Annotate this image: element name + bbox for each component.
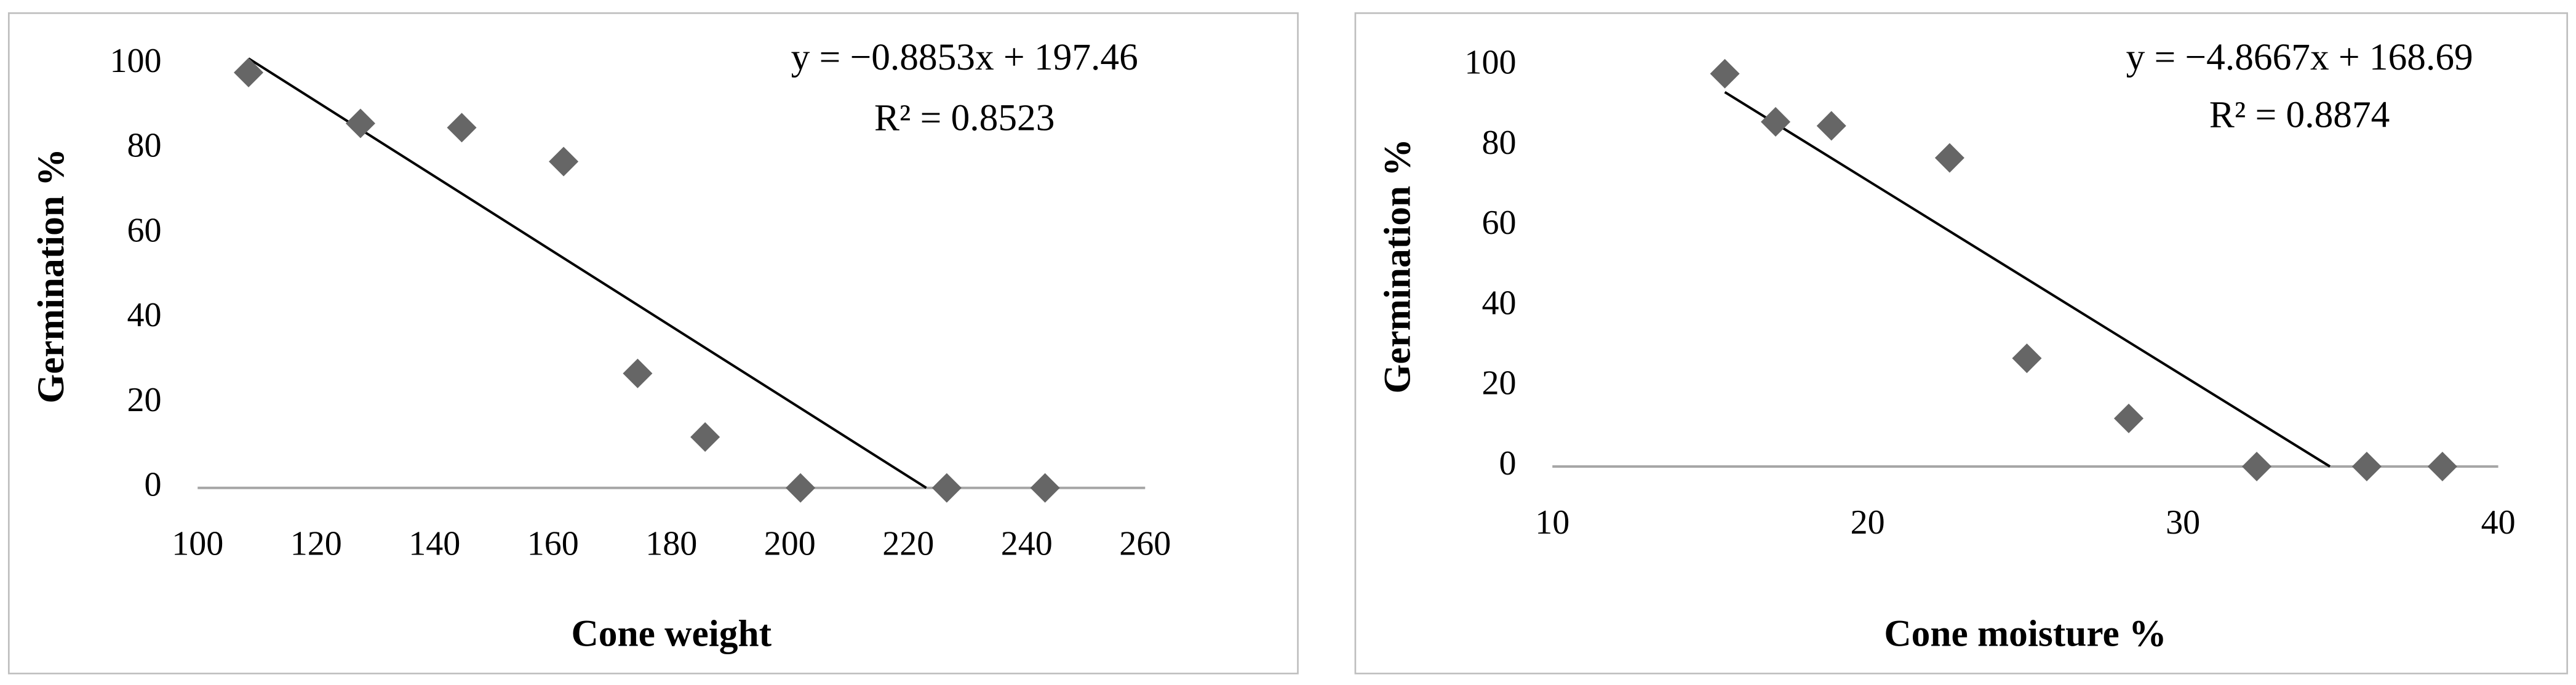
x-tick-label: 30 xyxy=(2166,503,2200,542)
x-tick-label: 180 xyxy=(645,525,697,563)
trendline-equation: y = −4.8667x + 168.69 xyxy=(2126,36,2473,78)
x-tick-label: 200 xyxy=(764,525,816,563)
y-tick-label: 20 xyxy=(127,381,161,419)
y-tick-label: 100 xyxy=(110,42,161,80)
y-tick-label: 0 xyxy=(144,466,161,504)
chart-frame xyxy=(7,12,1299,675)
x-axis-title: Cone weight xyxy=(571,613,772,655)
x-tick-label: 20 xyxy=(1851,503,1885,542)
data-point xyxy=(549,146,579,177)
data-point xyxy=(1761,106,1791,137)
data-point xyxy=(623,358,653,388)
data-point xyxy=(2427,451,2457,482)
y-tick-label: 40 xyxy=(1481,284,1516,322)
x-tick-label: 240 xyxy=(1001,525,1053,563)
chart-frame xyxy=(1354,12,2569,675)
y-tick-label: 80 xyxy=(1481,124,1516,162)
data-point xyxy=(1030,473,1060,503)
data-point xyxy=(2113,403,2144,433)
y-tick-label: 60 xyxy=(1481,204,1516,242)
data-point xyxy=(2351,451,2382,482)
data-point xyxy=(1710,58,1740,89)
x-tick-label: 160 xyxy=(527,525,579,563)
y-tick-label: 20 xyxy=(1481,364,1516,403)
data-point xyxy=(1934,143,1964,173)
y-axis-title: Germination % xyxy=(30,148,72,403)
data-point xyxy=(690,422,720,452)
x-axis-title: Cone moisture % xyxy=(1884,613,2166,655)
x-tick-label: 220 xyxy=(882,525,934,563)
x-tick-label: 100 xyxy=(172,525,223,563)
y-tick-label: 100 xyxy=(1464,44,1516,82)
x-tick-label: 10 xyxy=(1535,503,1569,542)
y-tick-label: 0 xyxy=(1499,444,1516,483)
trendline-r2: R² = 0.8523 xyxy=(874,97,1055,139)
y-tick-label: 60 xyxy=(127,211,161,249)
data-point xyxy=(233,57,264,87)
x-tick-label: 260 xyxy=(1119,525,1171,563)
x-tick-label: 140 xyxy=(409,525,460,563)
data-point xyxy=(1816,111,1846,141)
x-tick-label: 120 xyxy=(290,525,342,563)
data-point xyxy=(2012,343,2042,374)
data-point xyxy=(345,108,375,138)
trendline-r2: R² = 0.8874 xyxy=(2209,94,2390,135)
data-point xyxy=(786,473,816,503)
x-tick-label: 40 xyxy=(2481,503,2516,542)
y-axis-title: Germination % xyxy=(1377,138,1419,393)
y-tick-label: 80 xyxy=(127,127,161,165)
data-point xyxy=(447,113,477,143)
data-point xyxy=(931,473,962,503)
trendline xyxy=(1724,91,2331,468)
data-point xyxy=(2242,451,2272,482)
trendline-equation: y = −0.8853x + 197.46 xyxy=(791,36,1138,78)
y-tick-label: 40 xyxy=(127,296,161,334)
